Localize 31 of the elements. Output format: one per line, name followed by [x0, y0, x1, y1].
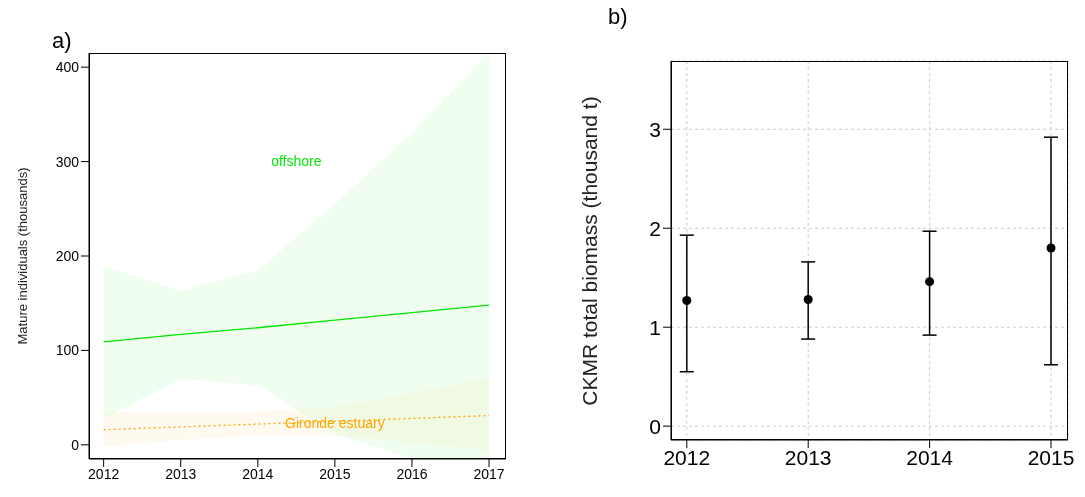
series-label: Gironde estuary	[285, 414, 385, 431]
y-tick-label: 2	[649, 216, 661, 240]
y-axis-title: Mature individuals (thousands)	[14, 167, 30, 345]
x-tick-label: 2016	[396, 465, 428, 482]
point	[1046, 243, 1056, 253]
x-tick-label: 2012	[663, 445, 711, 469]
y-tick-label: 0	[71, 436, 80, 453]
y-axis-title: CKMR total biomass (thousand t)	[578, 95, 602, 406]
point	[682, 295, 692, 305]
point	[925, 277, 935, 287]
chart-title: a)	[52, 28, 72, 54]
text: offshore	[271, 153, 322, 170]
y-tick-label: 1	[649, 315, 661, 339]
x-tick-label: 2015	[319, 465, 351, 482]
x-tick-label: 2012	[88, 465, 120, 482]
y-tick-label: 400	[55, 59, 80, 76]
point	[803, 294, 813, 304]
y-tick-label: 100	[55, 342, 80, 359]
line-series	[103, 414, 490, 431]
y-tick-label: 200	[55, 247, 80, 264]
line-series	[103, 304, 490, 343]
y-tick-label: 3	[649, 117, 661, 141]
x-tick-label: 2014	[242, 465, 274, 482]
chart-title: b)	[608, 4, 628, 30]
y-tick-label: 0	[649, 414, 661, 438]
x-tick-label: 2013	[784, 445, 832, 469]
x-tick-label: 2017	[473, 465, 505, 482]
y-tick-label: 300	[55, 153, 80, 170]
x-tick-label: 2013	[165, 465, 197, 482]
x-tick-label: 2014	[906, 445, 954, 469]
x-tick-label: 2015	[1027, 445, 1075, 469]
